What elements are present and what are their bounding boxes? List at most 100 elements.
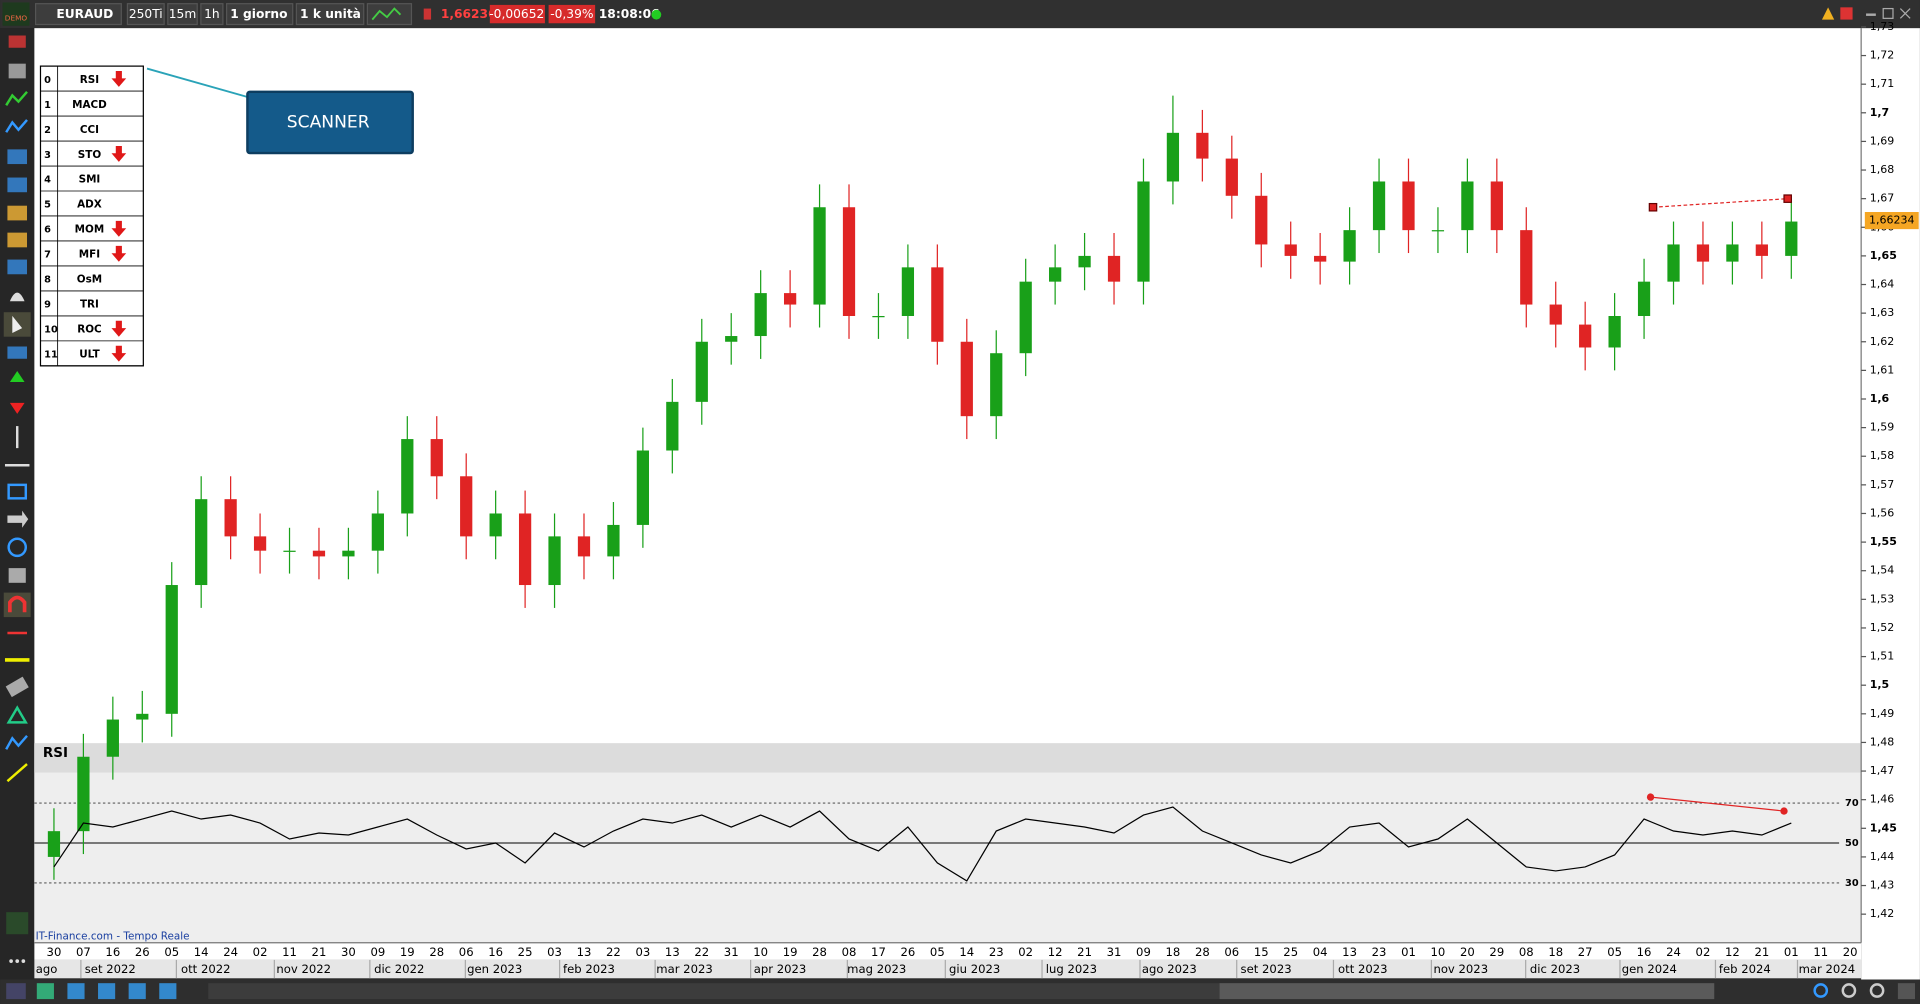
tool[interactable] — [6, 912, 29, 935]
candle-body — [401, 439, 414, 514]
restore-button[interactable] — [1882, 7, 1894, 19]
y-tick-label: 1,52 — [1870, 621, 1895, 634]
candle-body — [931, 267, 944, 342]
month-label: ott 2023 — [1338, 962, 1388, 976]
month-label: mar 2023 — [656, 962, 713, 976]
candle-body — [1049, 267, 1062, 282]
tool[interactable] — [67, 983, 85, 1000]
row-index: 1 — [44, 100, 51, 111]
timeframe-button[interactable] — [200, 3, 224, 26]
alert-icon[interactable] — [1840, 7, 1853, 20]
change: -0,00652 — [489, 7, 544, 21]
tool — [21, 959, 26, 963]
tool[interactable] — [9, 402, 25, 414]
month-label: set 2023 — [1241, 962, 1292, 976]
units-selector[interactable] — [295, 3, 365, 26]
symbol-selector[interactable] — [34, 3, 122, 26]
down-arrow — [111, 71, 127, 87]
tool[interactable] — [5, 119, 28, 133]
tool[interactable] — [1897, 983, 1916, 1000]
tool[interactable] — [8, 35, 26, 48]
x-tick-label: 11 — [1813, 945, 1828, 959]
tool[interactable] — [159, 983, 177, 1000]
tool[interactable] — [12, 315, 23, 334]
tool[interactable] — [7, 232, 28, 248]
x-tick-label: 13 — [665, 945, 680, 959]
indicator-label: TRI — [80, 299, 99, 311]
tool[interactable] — [7, 510, 29, 528]
close-button[interactable] — [1899, 8, 1911, 19]
tool[interactable] — [9, 370, 25, 383]
status-icon — [423, 8, 432, 20]
x-tick-label: 16 — [488, 945, 503, 959]
date-axis — [34, 942, 1862, 960]
y-tick-label: 1,67 — [1870, 192, 1895, 205]
candle-body — [371, 513, 384, 551]
y-tick-label: 1,53 — [1870, 592, 1895, 605]
tool[interactable] — [1869, 983, 1885, 998]
down-arrow — [111, 320, 127, 337]
x-tick-label: 09 — [1136, 945, 1151, 959]
tool[interactable] — [7, 346, 28, 359]
tool[interactable] — [7, 483, 28, 500]
row-index: 5 — [44, 200, 51, 211]
down-arrow — [111, 220, 127, 237]
tool — [9, 959, 13, 963]
rsi-panel-header — [34, 743, 1862, 773]
tool[interactable] — [36, 983, 54, 1000]
tool[interactable] — [1813, 983, 1829, 998]
tool[interactable] — [8, 568, 26, 583]
x-tick-label: 23 — [1372, 945, 1387, 959]
x-tick-label: 14 — [959, 945, 974, 959]
timeframe-button[interactable] — [167, 3, 198, 26]
period-selector[interactable] — [225, 3, 294, 26]
scroll-thumb[interactable] — [1219, 983, 1715, 1000]
minimize-button[interactable] — [1866, 13, 1876, 16]
tool[interactable] — [8, 63, 26, 79]
tool[interactable] — [8, 595, 27, 613]
y-tick-label: 1,5 — [1870, 678, 1890, 691]
x-tick-label: 17 — [871, 945, 886, 959]
tool[interactable] — [6, 763, 28, 783]
candle-body — [106, 719, 119, 757]
tool[interactable] — [9, 292, 25, 302]
candle-body — [1284, 244, 1297, 256]
tool[interactable] — [5, 735, 28, 750]
candle-body — [813, 207, 826, 305]
tool[interactable] — [6, 705, 28, 724]
candle-body — [607, 524, 620, 557]
indicator-label: MACD — [72, 99, 107, 111]
row-index: 7 — [44, 250, 51, 261]
tool[interactable] — [7, 259, 28, 275]
tool[interactable] — [7, 149, 28, 165]
y-tick-label: 1,44 — [1870, 850, 1895, 863]
y-tick-label: 1,63 — [1870, 306, 1895, 319]
indicator-line — [53, 806, 1792, 882]
y-tick-label: 1,48 — [1870, 735, 1895, 748]
divergence-line — [1652, 198, 1788, 208]
x-tick-label: 01 — [1784, 945, 1799, 959]
tool[interactable] — [98, 983, 116, 1000]
change-pct: -0,39% — [550, 7, 593, 21]
y-tick-label: 1,57 — [1870, 478, 1895, 491]
month-label: giu 2023 — [949, 962, 1000, 976]
month-label: feb 2023 — [563, 962, 615, 976]
tick-button[interactable] — [126, 3, 165, 26]
row-index: 2 — [44, 125, 51, 136]
candle-body — [695, 341, 708, 402]
last-price-box — [1864, 212, 1919, 230]
tool[interactable] — [7, 537, 28, 558]
tool[interactable] — [5, 91, 28, 106]
tool[interactable] — [6, 983, 26, 1000]
tool[interactable] — [5, 676, 29, 698]
candle-body — [1225, 158, 1238, 196]
tool[interactable] — [7, 205, 28, 221]
tool[interactable] — [1841, 983, 1857, 998]
candle-body — [1549, 304, 1562, 325]
x-tick-label: 06 — [1224, 945, 1239, 959]
y-tick-label: 1,45 — [1870, 821, 1897, 834]
down-arrow — [111, 145, 127, 162]
tool[interactable] — [7, 177, 28, 193]
x-tick-label: 27 — [1578, 945, 1593, 959]
tool[interactable] — [128, 983, 146, 1000]
